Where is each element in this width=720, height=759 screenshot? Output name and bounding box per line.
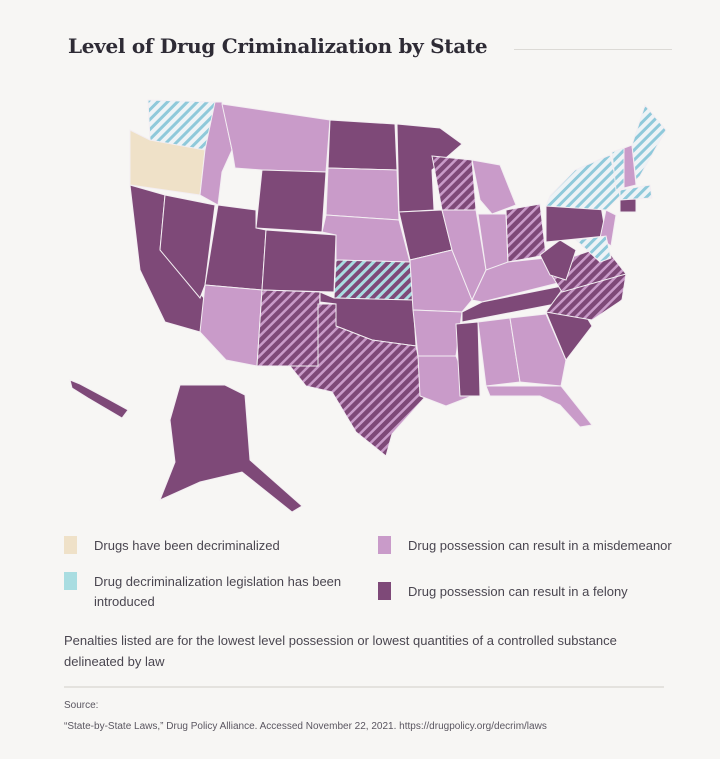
state-oh: [505, 203, 547, 263]
state-mt: [221, 103, 331, 173]
state-nd: [327, 119, 398, 171]
legend-swatch: [64, 536, 77, 554]
state-fl: [485, 385, 593, 428]
legend-legislation-introduced: Drug decriminalization legislation has b…: [64, 572, 364, 612]
state-ks: [333, 259, 414, 301]
state-ar: [412, 309, 463, 357]
state-wi: [431, 155, 477, 211]
penalty-note: Penalties listed are for the lowest leve…: [64, 633, 617, 669]
state-az: [199, 284, 263, 367]
state-ma: [619, 184, 653, 201]
state-wy: [255, 169, 327, 233]
legend-decriminalized: Drugs have been decriminalized: [64, 536, 280, 556]
state-tx: [288, 303, 427, 457]
page-title: Level of Drug Criminalization by State: [68, 34, 488, 58]
state-ny: [545, 154, 621, 211]
legend-swatch: [378, 536, 391, 554]
state-ga: [509, 313, 567, 387]
state-wv: [539, 239, 577, 281]
state-nm: [256, 289, 321, 367]
state-ak: [159, 384, 303, 513]
title-divider: [514, 49, 672, 50]
state-md: [574, 235, 612, 263]
source-citation: “State-by-State Laws,” Drug Policy Allia…: [64, 721, 547, 732]
state-me: [631, 103, 667, 182]
state-co: [261, 229, 337, 293]
state-nv: [159, 194, 216, 299]
state-sd: [325, 167, 400, 221]
state-hi: [69, 379, 129, 419]
legend-felony: Drug possession can result in a felony: [378, 582, 628, 602]
us-map: [69, 99, 667, 513]
state-ct: [619, 198, 637, 213]
source-label: Source:: [64, 700, 99, 711]
footer-divider: [64, 686, 664, 688]
state-mo: [409, 249, 473, 313]
legend-misdemeanor: Drug possession can result in a misdemea…: [378, 536, 672, 556]
legend-swatch: [378, 582, 391, 600]
state-ms: [455, 321, 481, 397]
legend-swatch: [64, 572, 77, 590]
state-mi: [471, 159, 517, 215]
